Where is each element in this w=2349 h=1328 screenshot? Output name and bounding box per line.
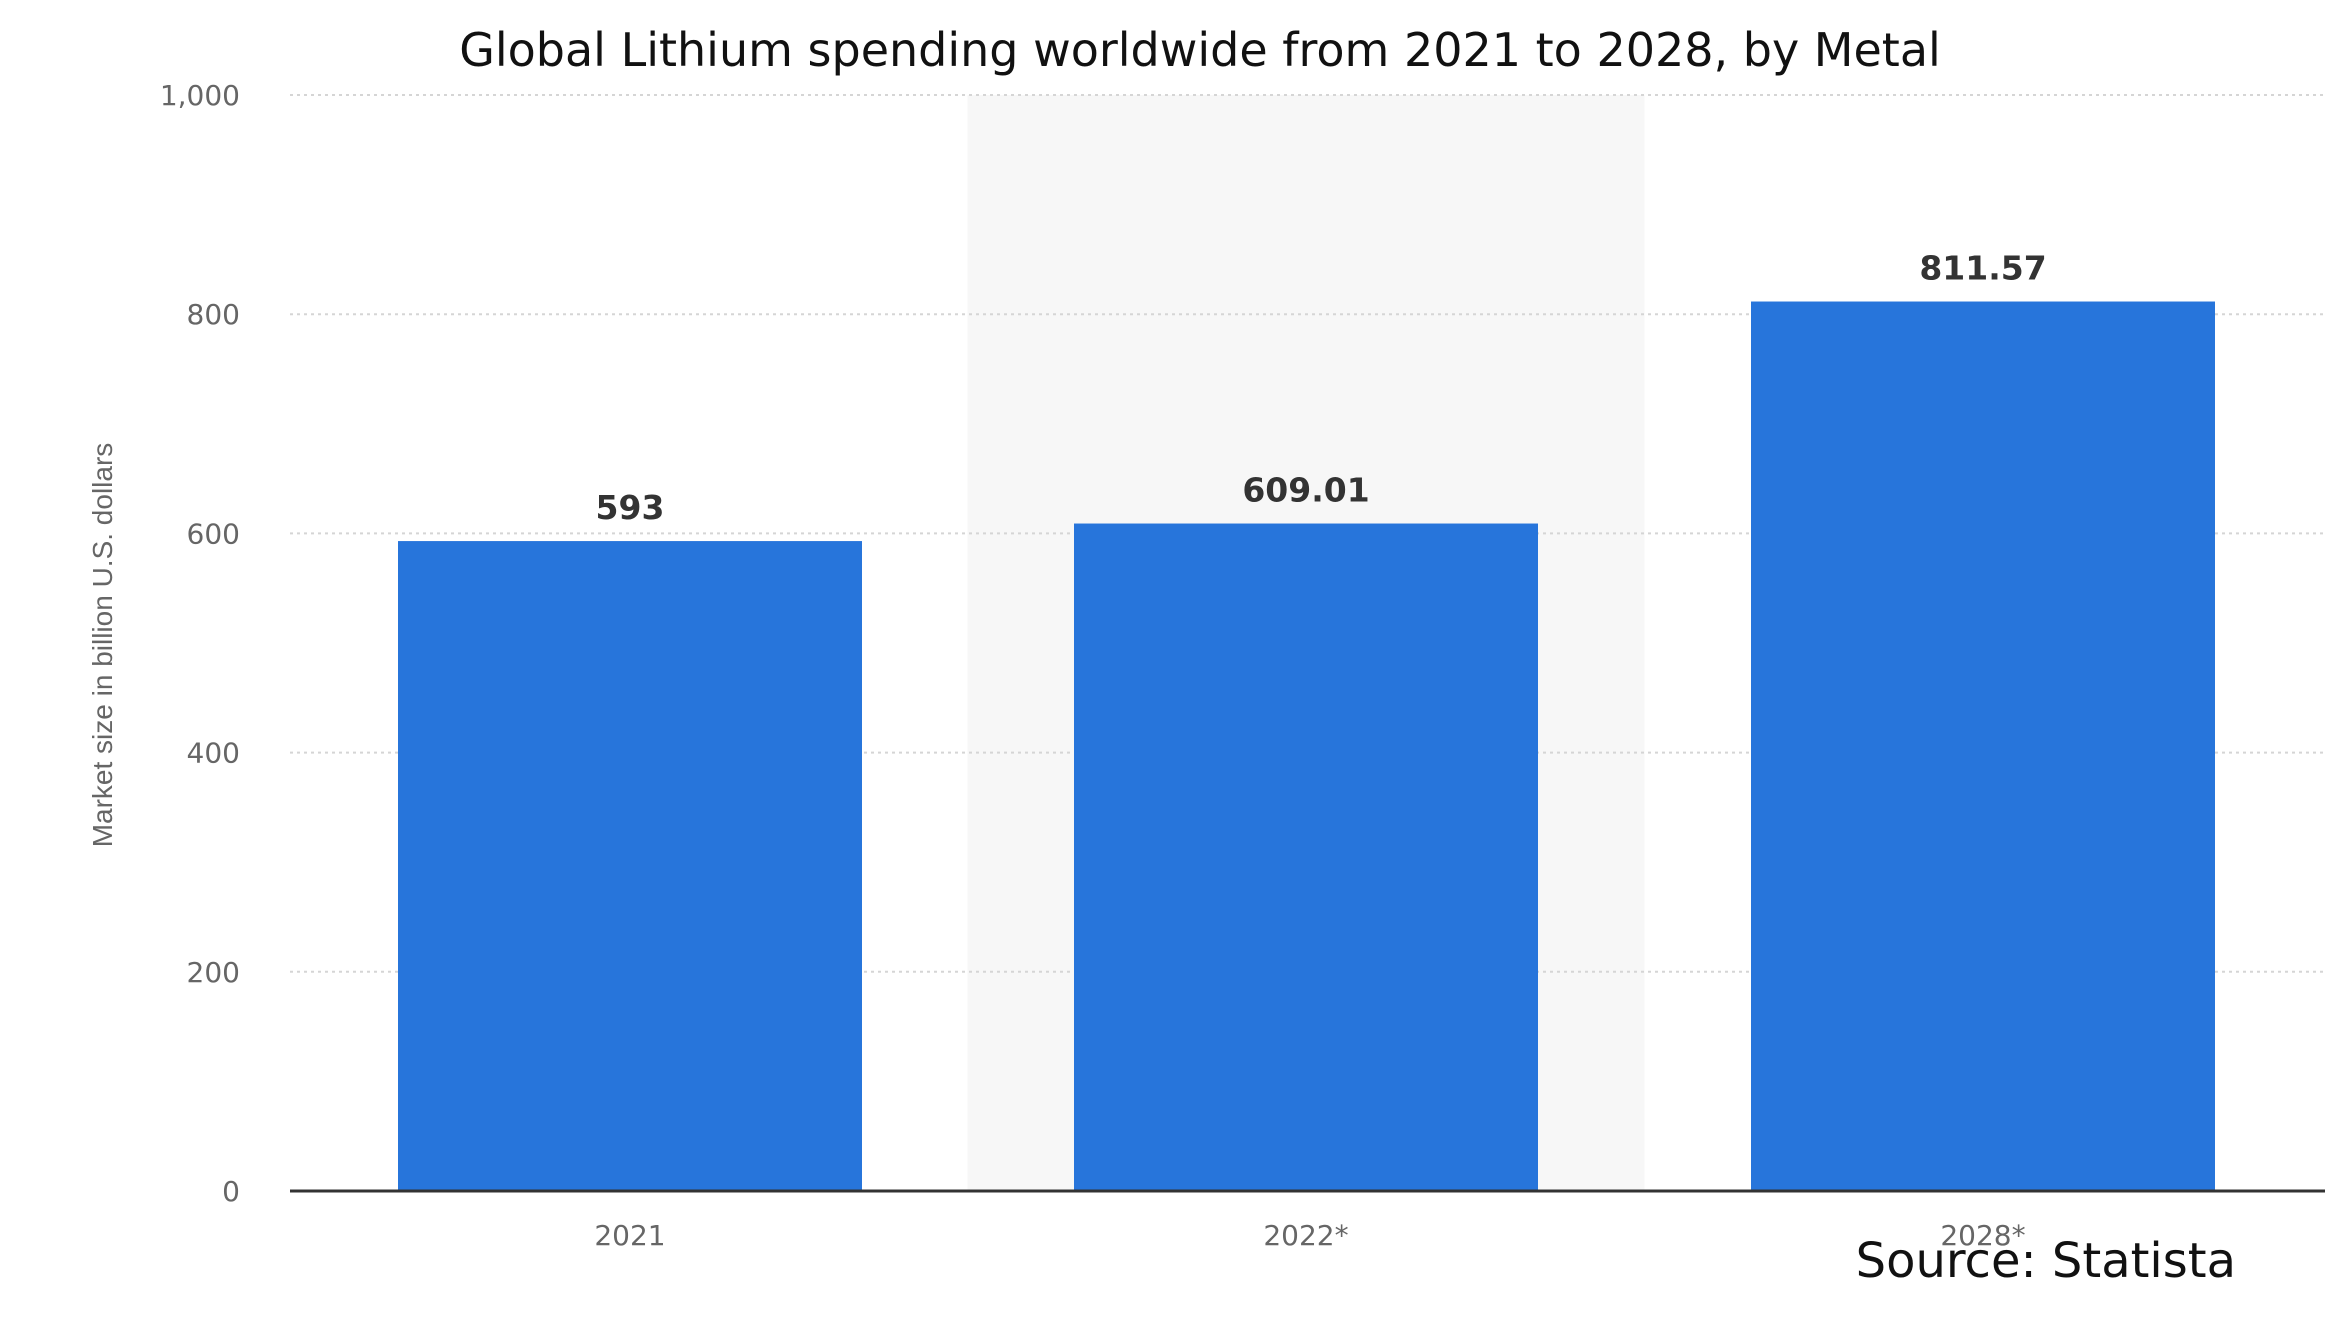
y-tick-label: 0	[222, 1175, 240, 1208]
x-tick-label: 2022*	[1263, 1219, 1348, 1252]
x-tick-labels: 2021 2022* 2028*	[594, 1219, 2025, 1252]
data-label: 593	[596, 488, 665, 527]
bar	[1074, 523, 1538, 1191]
bar-layer	[398, 301, 2215, 1191]
chart-title: Global Lithium spending worldwide from 2…	[459, 23, 1941, 77]
bar	[398, 541, 862, 1191]
x-tick-label: 2021	[594, 1219, 665, 1252]
data-label: 609.01	[1242, 471, 1369, 510]
y-tick-label: 400	[187, 737, 240, 770]
bar	[1751, 301, 2215, 1191]
y-tick-label: 800	[187, 298, 240, 331]
y-axis-title: Market size in billion U.S. dollars	[87, 443, 118, 848]
y-tick-label: 200	[187, 956, 240, 989]
y-tick-label: 1,000	[160, 79, 240, 112]
y-tick-labels: 0 200 400 600 800 1,000	[160, 79, 240, 1208]
y-tick-label: 600	[187, 517, 240, 550]
data-label: 811.57	[1919, 249, 2046, 288]
x-tick-label: 2028*	[1940, 1219, 2025, 1252]
data-labels: 593 609.01 811.57	[596, 249, 2047, 528]
source-label: Source: Statista	[1856, 1233, 2236, 1289]
